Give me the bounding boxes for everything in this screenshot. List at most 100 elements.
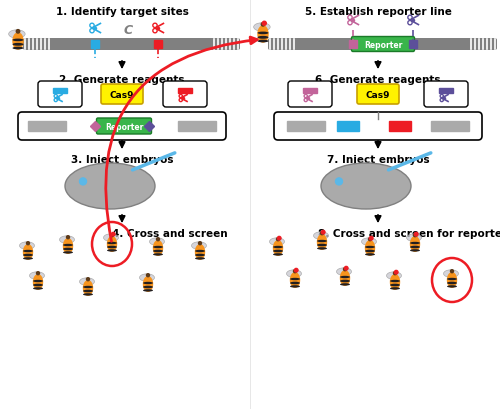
Ellipse shape — [317, 247, 327, 250]
Circle shape — [262, 22, 266, 26]
FancyBboxPatch shape — [268, 39, 497, 51]
Ellipse shape — [258, 32, 268, 35]
Circle shape — [414, 233, 418, 236]
FancyBboxPatch shape — [101, 85, 143, 105]
Text: 8. Cross and screen for reporter loss: 8. Cross and screen for reporter loss — [318, 229, 500, 238]
Ellipse shape — [195, 245, 205, 261]
Bar — [154, 41, 162, 49]
Ellipse shape — [23, 245, 33, 261]
Text: 4. Cross and screen: 4. Cross and screen — [112, 229, 228, 238]
Ellipse shape — [410, 249, 420, 252]
Ellipse shape — [192, 242, 206, 250]
Ellipse shape — [447, 282, 457, 285]
Ellipse shape — [270, 238, 284, 246]
Ellipse shape — [146, 273, 150, 278]
Bar — [303, 88, 317, 93]
Ellipse shape — [273, 254, 283, 256]
Ellipse shape — [104, 234, 118, 242]
Ellipse shape — [143, 286, 153, 289]
Ellipse shape — [290, 272, 300, 288]
Circle shape — [278, 237, 281, 240]
Text: Reporter: Reporter — [364, 40, 402, 49]
Ellipse shape — [273, 240, 283, 256]
Bar — [178, 88, 192, 93]
Ellipse shape — [362, 238, 376, 246]
Ellipse shape — [254, 24, 270, 32]
FancyBboxPatch shape — [288, 82, 332, 108]
Bar — [431, 122, 469, 132]
Ellipse shape — [153, 254, 163, 256]
Ellipse shape — [386, 272, 402, 280]
Ellipse shape — [258, 37, 268, 40]
Text: Cas9: Cas9 — [110, 90, 134, 99]
Text: 2. Generate reagents: 2. Generate reagents — [60, 75, 185, 85]
Text: Reporter: Reporter — [105, 122, 143, 131]
Ellipse shape — [447, 278, 457, 281]
Bar — [349, 41, 357, 49]
Ellipse shape — [63, 252, 73, 254]
Ellipse shape — [317, 234, 327, 250]
Ellipse shape — [290, 285, 300, 288]
Circle shape — [322, 231, 325, 234]
Ellipse shape — [12, 40, 24, 42]
FancyBboxPatch shape — [357, 85, 399, 105]
Ellipse shape — [365, 240, 375, 256]
Ellipse shape — [340, 283, 350, 286]
Ellipse shape — [143, 282, 153, 285]
Ellipse shape — [107, 236, 117, 252]
Ellipse shape — [390, 284, 400, 287]
FancyBboxPatch shape — [163, 82, 207, 108]
Bar — [337, 122, 359, 132]
Ellipse shape — [258, 26, 268, 44]
Text: 3' HA: 3' HA — [176, 112, 198, 121]
Ellipse shape — [33, 274, 43, 290]
Ellipse shape — [140, 274, 154, 282]
Ellipse shape — [320, 231, 324, 236]
Ellipse shape — [80, 278, 94, 286]
Bar — [439, 88, 453, 93]
Ellipse shape — [83, 286, 93, 288]
Ellipse shape — [195, 254, 205, 257]
Circle shape — [370, 237, 373, 240]
Ellipse shape — [393, 271, 397, 276]
Ellipse shape — [12, 47, 24, 50]
Ellipse shape — [23, 258, 33, 260]
Ellipse shape — [390, 280, 400, 283]
Ellipse shape — [12, 44, 24, 47]
Ellipse shape — [12, 33, 24, 51]
Text: 5. Establish reporter line: 5. Establish reporter line — [304, 7, 452, 17]
Ellipse shape — [20, 242, 34, 250]
Ellipse shape — [290, 278, 300, 281]
Ellipse shape — [8, 31, 25, 39]
Ellipse shape — [60, 236, 74, 244]
Circle shape — [80, 178, 86, 185]
Ellipse shape — [447, 272, 457, 288]
Text: Cas9: Cas9 — [366, 90, 390, 99]
FancyBboxPatch shape — [274, 113, 482, 141]
Ellipse shape — [290, 282, 300, 285]
Ellipse shape — [66, 236, 70, 240]
Ellipse shape — [390, 274, 400, 290]
Ellipse shape — [83, 290, 93, 292]
Ellipse shape — [30, 272, 44, 280]
Ellipse shape — [365, 254, 375, 256]
Bar — [178, 122, 216, 132]
Ellipse shape — [23, 250, 33, 253]
Text: A: A — [374, 112, 382, 122]
Bar — [409, 41, 417, 49]
Ellipse shape — [83, 294, 93, 296]
Ellipse shape — [450, 270, 454, 274]
Ellipse shape — [198, 241, 202, 246]
Ellipse shape — [153, 240, 163, 256]
Ellipse shape — [406, 234, 422, 242]
Ellipse shape — [293, 270, 297, 274]
Ellipse shape — [340, 270, 350, 286]
Ellipse shape — [33, 288, 43, 290]
Ellipse shape — [83, 280, 93, 296]
Ellipse shape — [33, 284, 43, 287]
Ellipse shape — [317, 244, 327, 247]
Ellipse shape — [110, 234, 114, 238]
Ellipse shape — [286, 270, 302, 278]
FancyBboxPatch shape — [38, 82, 82, 108]
Ellipse shape — [343, 267, 347, 272]
